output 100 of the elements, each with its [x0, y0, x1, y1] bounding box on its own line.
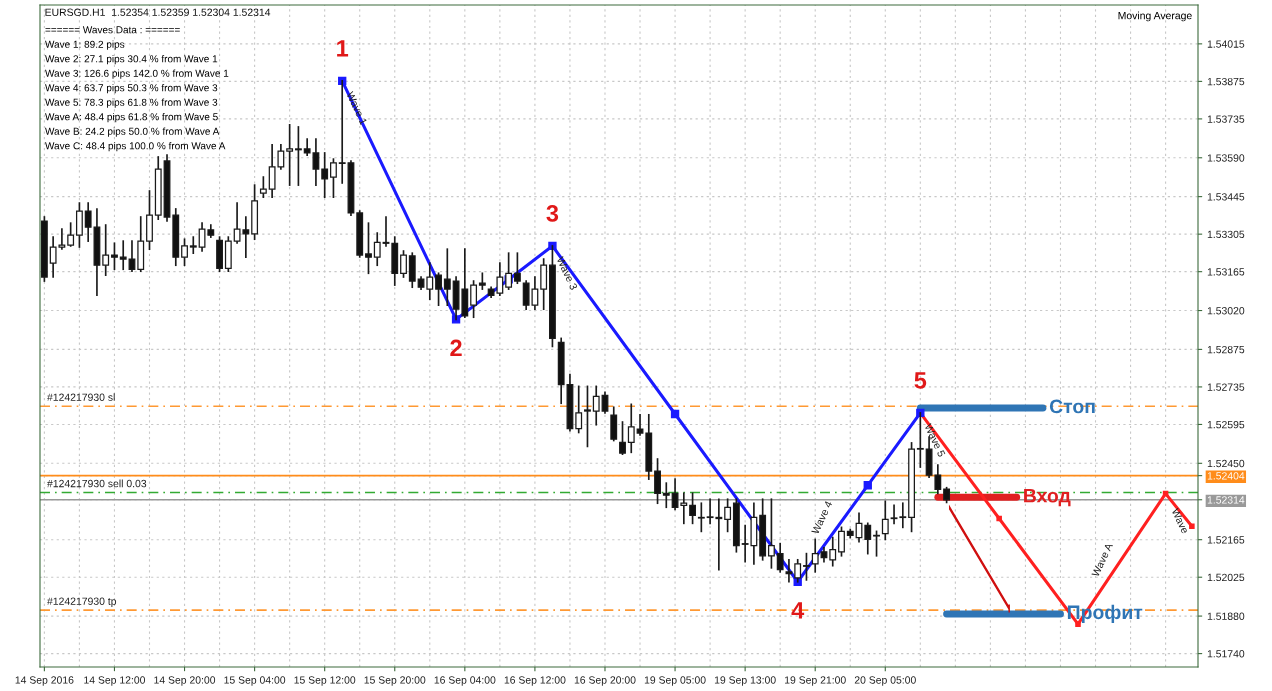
- x-tick-label: 19 Sep 13:00: [714, 676, 776, 686]
- candlestick: [627, 403, 635, 454]
- annotation: 5: [914, 372, 927, 389]
- annotation: 4: [791, 602, 805, 619]
- candlestick: [881, 500, 889, 541]
- candlestick: [899, 502, 907, 529]
- candlestick: [330, 158, 337, 199]
- candlestick: [513, 252, 521, 285]
- annotation: Wave 2: 27.1 pips 30.4 % from Wave 1: [45, 55, 218, 65]
- candlestick: [382, 216, 390, 247]
- ref-line-label: #124217930 sell 0.03: [47, 479, 147, 488]
- candlestick: [286, 123, 294, 186]
- candlestick: [119, 240, 127, 271]
- annotation: 1: [337, 40, 349, 57]
- candlestick: [873, 530, 880, 557]
- candlestick: [128, 240, 136, 272]
- candlestick: [697, 502, 705, 533]
- annotation: 2: [450, 339, 462, 357]
- candlestick: [803, 552, 810, 581]
- candlestick: [426, 262, 434, 301]
- candlestick: [189, 236, 197, 255]
- candlestick: [838, 526, 845, 557]
- candlestick: [636, 413, 644, 436]
- x-tick-label: 16 Sep 04:00: [434, 676, 496, 686]
- point: [863, 481, 872, 490]
- y-tick-label: 1.53020: [1207, 307, 1245, 315]
- candlestick: [67, 222, 75, 247]
- candlestick: [111, 242, 118, 271]
- candlestick: [864, 522, 872, 555]
- candlestick: [259, 176, 267, 199]
- candlestick: [689, 492, 697, 525]
- candlestick: [592, 385, 600, 426]
- candlestick: [794, 558, 802, 583]
- point: [548, 241, 557, 251]
- candlestick: [540, 258, 548, 311]
- annotation: Wave 5: 78.3 pips 61.8 % from Wave 3: [45, 98, 218, 108]
- y-tick-label: 1.53305: [1207, 230, 1245, 239]
- annotation: Wave A: [1091, 542, 1114, 578]
- x-tick-label: 14 Sep 2016: [15, 676, 74, 686]
- candlestick: [662, 482, 670, 509]
- x-tick-label: 16 Sep 12:00: [504, 676, 566, 686]
- y-tick-label: 1.53165: [1207, 268, 1245, 276]
- candlestick: [181, 238, 188, 267]
- candlestick: [767, 498, 775, 569]
- candlestick: [724, 498, 732, 533]
- y-tick-label: 1.54015: [1207, 40, 1245, 48]
- y-tick-label: 1.53735: [1207, 115, 1245, 123]
- y-tick-label: 1.52735: [1207, 383, 1245, 391]
- candlestick: [785, 558, 793, 583]
- annotation: Wave 3: 126.6 pips 142.0 % from Wave 1: [45, 69, 229, 79]
- series-label: Стоп: [1049, 399, 1095, 414]
- candlestick: [102, 224, 110, 276]
- candlestick: [575, 385, 583, 434]
- candlestick: [435, 272, 442, 307]
- candlestick: [811, 538, 819, 573]
- y-tick-label: 1.52450: [1207, 459, 1245, 468]
- candlestick: [321, 152, 329, 199]
- x-tick-label: 14 Sep 12:00: [84, 676, 146, 686]
- annotation: Wave: [1171, 507, 1189, 535]
- annotation: Wave C: 48.4 pips 100.0 % from Wave A: [45, 142, 226, 152]
- candlestick: [365, 222, 372, 275]
- x-tick-label: 14 Sep 20:00: [154, 676, 216, 686]
- y-tick-label: 1.52314: [1207, 496, 1245, 504]
- candlestick: [776, 542, 784, 573]
- x-tick-label: 15 Sep 04:00: [224, 676, 286, 686]
- annotation: Wave 4: 63.7 pips 50.3 % from Wave 3: [45, 84, 218, 94]
- annotation: Wave 4: [811, 500, 833, 535]
- candlestick: [619, 421, 626, 456]
- y-tick-label: 1.53875: [1207, 77, 1245, 86]
- candlestick: [829, 536, 837, 567]
- candlestick: [654, 458, 661, 505]
- y-tick-label: 1.52404: [1207, 472, 1245, 480]
- annotation: Wave B: 24.2 pips 50.0 % from Wave A: [45, 127, 220, 137]
- candlestick: [373, 232, 381, 267]
- y-tick-label: 1.52875: [1207, 345, 1245, 354]
- annotation: Wave 5: [924, 423, 946, 458]
- candlestick: [470, 280, 478, 319]
- y-tick-label: 1.52025: [1207, 573, 1245, 582]
- x-tick-label: 16 Sep 20:00: [574, 676, 636, 686]
- candlestick: [443, 248, 451, 307]
- y-tick-label: 1.53590: [1207, 154, 1245, 162]
- x-tick-label: 15 Sep 12:00: [294, 676, 356, 686]
- ref-line-label: #124217930 sl: [47, 393, 115, 401]
- candlestick: [584, 385, 591, 448]
- x-tick-label: 15 Sep 20:00: [364, 676, 426, 686]
- ref-line-label: #124217930 tp: [47, 597, 117, 607]
- y-tick-label: 1.51740: [1207, 650, 1245, 658]
- x-tick-label: 19 Sep 05:00: [644, 676, 706, 686]
- candlestick: [400, 250, 407, 278]
- y-tick-label: 1.51880: [1207, 612, 1245, 620]
- annotation: Wave A: 48.4 pips 61.8 % from Wave 5: [45, 113, 218, 123]
- point: [1189, 523, 1195, 530]
- point: [996, 515, 1002, 522]
- annotation: Wave 1: [346, 90, 368, 126]
- chart-title: EURSGD.H1 1.52354 1.52359 1.52304 1.52314: [45, 8, 271, 16]
- annotation: Wave 1: 89.2 pips: [45, 40, 125, 50]
- annotation: ====== Waves Data : ======: [45, 26, 180, 34]
- annotation: 3: [546, 205, 559, 222]
- annotation: Moving Average: [1118, 11, 1192, 22]
- series-label: Вход: [1024, 489, 1071, 507]
